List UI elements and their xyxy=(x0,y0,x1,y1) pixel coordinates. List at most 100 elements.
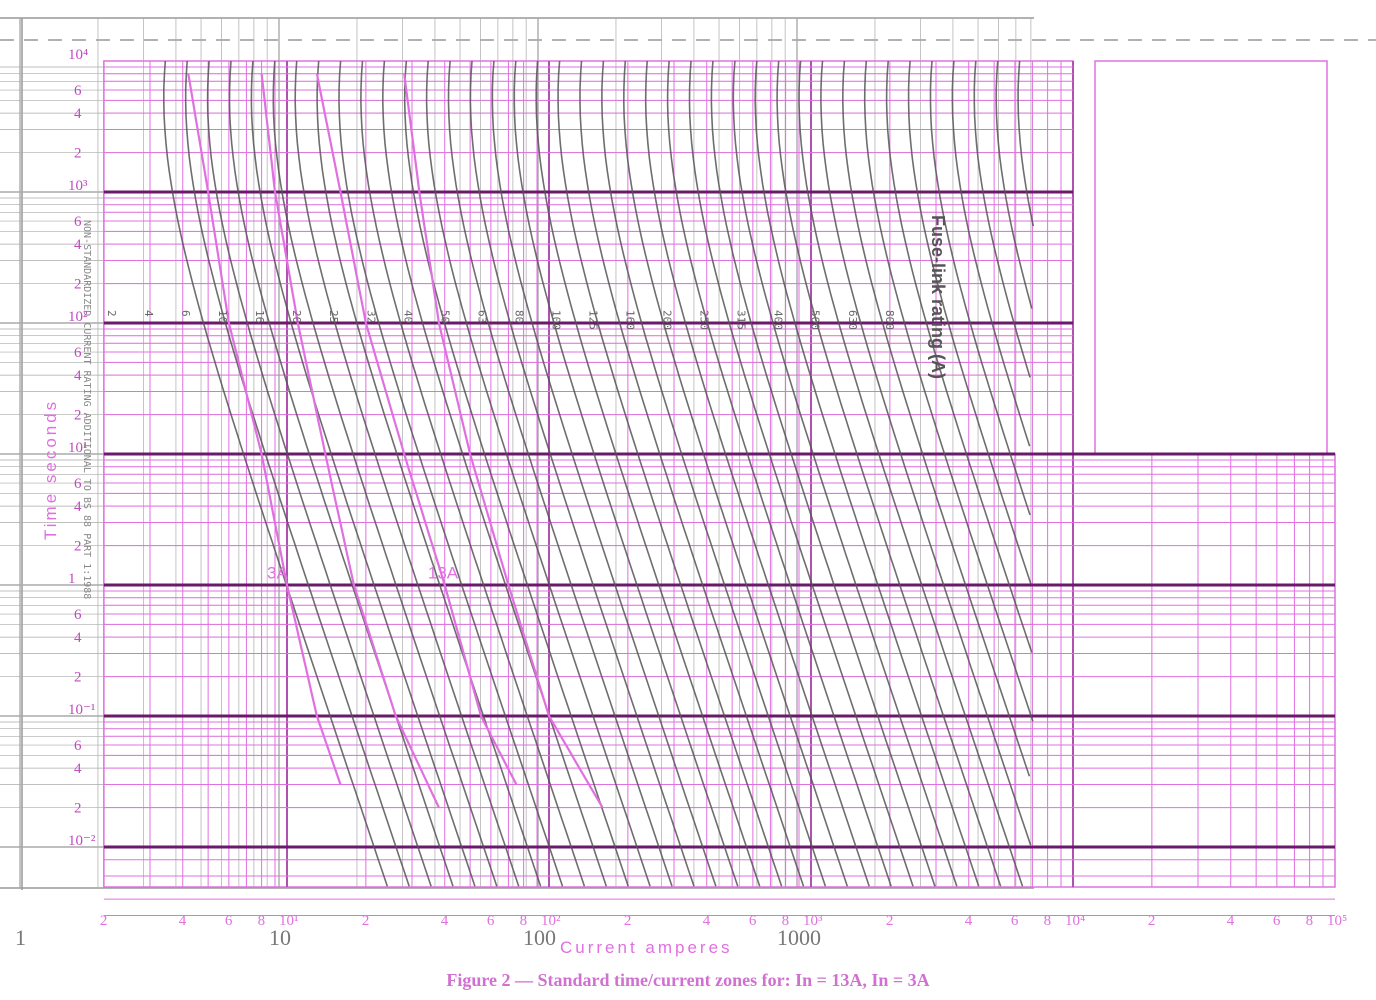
rating-label-20: 20 xyxy=(290,310,303,323)
zone-13A-lower xyxy=(315,73,518,786)
x-tick-label: 2 xyxy=(1148,913,1156,929)
fuse-curve-5 xyxy=(250,60,476,887)
fuse-curve-30 xyxy=(798,60,1024,887)
x-tick-label: 8 xyxy=(258,913,266,929)
fuse-curve-15 xyxy=(469,60,695,887)
fuse-curve-11 xyxy=(381,60,608,887)
zone-13A-upper xyxy=(403,73,604,809)
y-tick-label: 4 xyxy=(74,499,82,515)
x-tick-label: 8 xyxy=(1044,913,1052,929)
fuse-curve-36 xyxy=(929,60,1031,516)
y-tick-label: 2 xyxy=(74,408,82,424)
figure-caption: Figure 2 — Standard time/current zones f… xyxy=(0,970,1376,991)
rating-label-250: 250 xyxy=(698,310,711,330)
fuse-curve-28 xyxy=(754,60,980,887)
y-tick-label: 6 xyxy=(74,214,82,230)
fuse-curve-9 xyxy=(338,60,564,887)
legend-title: Fuse-link rating (A) xyxy=(928,215,948,379)
x-tick-label: 6 xyxy=(225,913,233,929)
x-tick-label: 4 xyxy=(703,913,711,929)
y-tick-label: 4 xyxy=(74,630,82,646)
y-tick-label: 2 xyxy=(74,539,82,555)
fuse-curve-14 xyxy=(447,60,673,887)
y-tick-label: 10¹ xyxy=(68,440,88,456)
magenta-frame-right xyxy=(1072,453,1336,888)
fuse-curve-40 xyxy=(1017,60,1035,227)
x-major-tick-label: 10 xyxy=(269,925,291,950)
x-axis-label: Current amperes xyxy=(560,938,733,957)
y-tick-label: 4 xyxy=(74,761,82,777)
x-major-tick-label: 1 xyxy=(15,925,26,950)
magenta-blank-box xyxy=(1094,60,1328,455)
zone-3A-upper xyxy=(260,73,440,809)
fuse-curve-37 xyxy=(951,60,1031,447)
y-tick-label: 2 xyxy=(74,277,82,293)
x-tick-label: 2 xyxy=(362,913,370,929)
y-tick-label: 10⁻² xyxy=(68,833,96,849)
fuse-curve-32 xyxy=(841,60,1031,777)
y-tick-label: 2 xyxy=(74,801,82,817)
y-tick-label: 6 xyxy=(74,476,82,492)
x-major-tick-label: 100 xyxy=(523,925,556,950)
fuse-curve-25 xyxy=(688,60,914,887)
y-axis-label: Time seconds xyxy=(41,399,60,540)
rating-label-160: 160 xyxy=(624,310,637,330)
x-tick-label: 10³ xyxy=(803,913,823,929)
fuse-curve-4 xyxy=(228,60,454,887)
y-tick-label: 1 xyxy=(68,571,76,587)
x-tick-label: 2 xyxy=(100,913,108,929)
y-tick-label: 6 xyxy=(74,345,82,361)
y-tick-label: 10² xyxy=(68,309,88,325)
x-tick-label: 10¹ xyxy=(279,913,299,929)
fuse-curve-34 xyxy=(885,60,1033,653)
x-tick-label: 6 xyxy=(749,913,757,929)
fuse-curve-7 xyxy=(294,60,520,887)
fuse-curve-3 xyxy=(206,60,432,887)
x-tick-label: 4 xyxy=(1227,913,1235,929)
fuse-curve-13 xyxy=(425,60,651,887)
x-tick-label: 10² xyxy=(541,913,561,929)
fuse-curve-8 xyxy=(316,60,542,887)
rating-label-400: 400 xyxy=(772,310,785,330)
fuse-curve-16 xyxy=(491,60,717,887)
fuse-curve-31 xyxy=(820,60,1032,846)
fuse-curve-29 xyxy=(776,60,1002,887)
rating-label-100: 100 xyxy=(549,310,562,330)
y-tick-label: 6 xyxy=(74,607,82,623)
rating-label-25: 25 xyxy=(327,310,340,323)
y-tick-label: 6 xyxy=(74,738,82,754)
y-tick-label: 4 xyxy=(74,368,82,384)
x-tick-label: 8 xyxy=(520,913,528,929)
side-note: NON-STANDARDIZED CURRENT RATING ADDITION… xyxy=(81,220,92,599)
fuse-curve-33 xyxy=(863,60,1034,722)
rating-label-630: 630 xyxy=(846,310,859,330)
y-tick-label: 10⁻¹ xyxy=(68,702,95,718)
rating-label-500: 500 xyxy=(809,310,822,330)
zone-boundary-curves xyxy=(187,73,604,809)
fuse-curve-6 xyxy=(272,60,498,887)
x-tick-label: 2 xyxy=(624,913,632,929)
x-tick-label: 2 xyxy=(886,913,894,929)
x-tick-label: 4 xyxy=(441,913,449,929)
chart-labels: 2 4 6 10 16 20 25 32 40 50 63 80 100 125 160 200 250 315 4… xyxy=(15,47,1347,957)
fuse-curve-20 xyxy=(579,60,805,887)
x-major-tick-label: 1000 xyxy=(777,925,821,950)
x-tick-label: 4 xyxy=(179,913,187,929)
x-tick-label: 8 xyxy=(782,913,790,929)
fuse-curve-38 xyxy=(973,60,1031,378)
zone-label-13A: 13A xyxy=(428,564,459,583)
y-tick-label: 10⁴ xyxy=(68,47,88,63)
rating-label-40: 40 xyxy=(401,310,414,323)
y-tick-label: 10³ xyxy=(68,178,88,194)
fuse-curve-39 xyxy=(995,60,1033,309)
y-tick-label: 6 xyxy=(74,83,82,99)
fuse-curve-23 xyxy=(644,60,870,887)
y-tick-label: 4 xyxy=(74,106,82,122)
x-tick-label: 8 xyxy=(1306,913,1314,929)
x-tick-label: 6 xyxy=(487,913,495,929)
rating-label-800: 800 xyxy=(883,310,896,330)
rating-label-200: 200 xyxy=(661,310,674,330)
fuse-curve-19 xyxy=(557,60,783,887)
rating-label-4: 4 xyxy=(142,310,155,317)
rating-label-125: 125 xyxy=(586,310,599,330)
